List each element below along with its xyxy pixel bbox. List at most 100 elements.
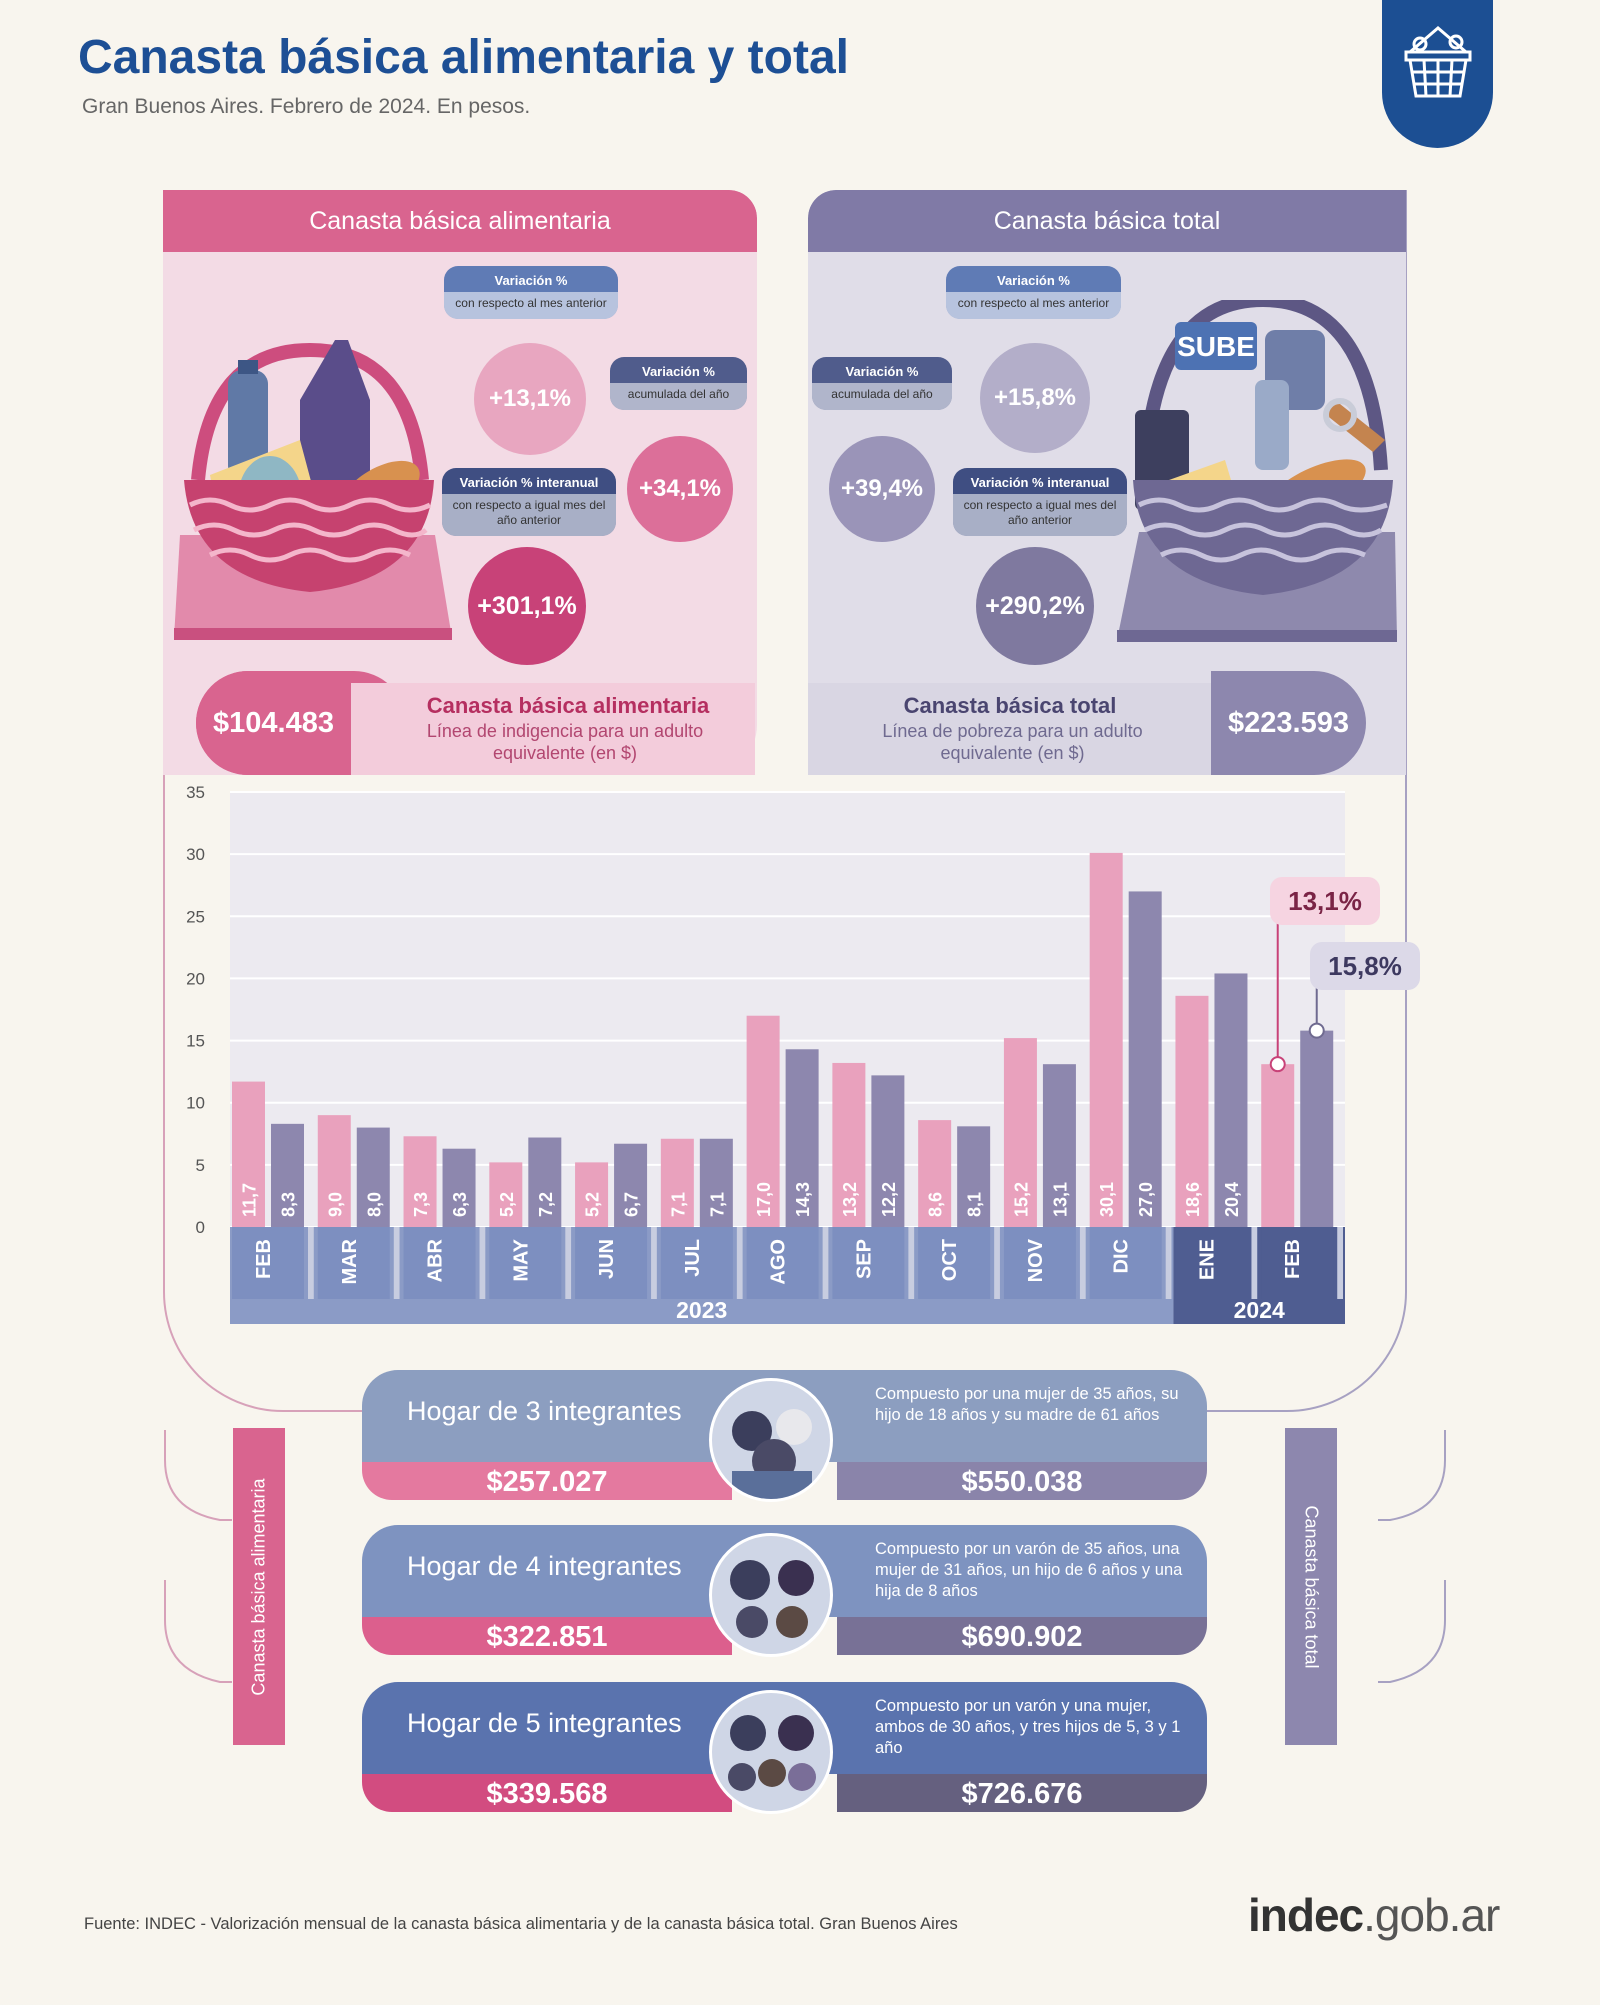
data-label: 14,3 [793, 1182, 813, 1217]
bar-sep-s1 [832, 1062, 866, 1227]
chart-bars: 11,7 8,3 9,0 8,0 7,3 6,3 5,2 7,2 5,2 6,7 7,1 7,1 17,… [232, 852, 1334, 1227]
cbt-valor: $223.593 [1211, 671, 1366, 775]
data-label: 13,2 [840, 1182, 860, 1217]
month-gap [651, 1227, 657, 1299]
cbt-var-inter: +290,2% [976, 547, 1094, 665]
cba-var-inter: +301,1% [468, 547, 586, 665]
month-band [832, 1227, 905, 1299]
site-name: indec [1248, 1889, 1364, 1941]
month-gap [1337, 1227, 1343, 1299]
cba-var-inter-tag: Variación % interanual con respecto a ig… [442, 468, 616, 536]
cba-basket-illustration [174, 340, 452, 640]
bar-jul-s2 [699, 1138, 733, 1227]
family-5-avatar [709, 1690, 833, 1814]
family-3-avatar [709, 1378, 833, 1502]
cbt-var-inter-t1: Variación % interanual [970, 475, 1110, 490]
bar-dic-s2 [1128, 891, 1162, 1227]
month-band [575, 1227, 648, 1299]
hogar-5-cba: $339.568 [362, 1774, 732, 1812]
cbt-var-mensual-t1: Variación % [997, 273, 1070, 288]
hogar-3-desc: Compuesto por una mujer de 35 años, su h… [875, 1385, 1179, 1424]
month-gap [736, 1227, 743, 1299]
bar-feb-s1 [1261, 1064, 1295, 1227]
cba-var-mensual-tag: Variación % con respecto al mes anterior [444, 266, 618, 319]
bar-nov-s2 [1042, 1064, 1076, 1227]
bar-oct-s2 [957, 1126, 991, 1227]
x-tick-label: FEB [1282, 1239, 1304, 1279]
bar-may-s2 [528, 1137, 562, 1227]
hogar-4-desc: Compuesto por un varón de 35 años, una m… [875, 1540, 1183, 1600]
data-label: 8,6 [926, 1192, 946, 1217]
month-band [403, 1227, 476, 1299]
side-brackets [164, 1430, 1446, 1683]
side-label-cbt: Canasta básica total [1285, 1428, 1337, 1745]
cba-caption-sub: Línea de indigencia para un adulto equiv… [426, 721, 704, 763]
hogar-3-cba: $257.027 [362, 1462, 732, 1500]
cba-var-inter-t1: Variación % interanual [459, 475, 599, 490]
footer-source: Fuente: INDEC - Valorización mensual de … [84, 1915, 958, 1933]
y-tick-label: 5 [196, 1156, 205, 1175]
cba-caption-bg [350, 683, 755, 775]
data-label: 6,3 [450, 1192, 470, 1217]
chart-y-ticks: 0 5 10 15 20 25 30 35 [186, 783, 205, 1237]
month-gap [1079, 1227, 1086, 1299]
month-band [660, 1227, 733, 1299]
cbt-var-mensual-t2: con respecto al mes anterior [946, 292, 1121, 319]
cbt-var-inter-tag: Variación % interanual con respecto a ig… [953, 468, 1127, 536]
x-tick-label: SEP [853, 1239, 875, 1279]
month-band [232, 1227, 304, 1299]
cbt-var-mensual: +15,8% [980, 343, 1090, 453]
month-band [1089, 1227, 1162, 1299]
cba-var-acum-tag: Variación % acumulada del año [610, 357, 747, 410]
month-gap [994, 1227, 1000, 1299]
callout-box [1310, 942, 1420, 990]
data-label: 5,2 [583, 1192, 603, 1217]
cba-var-mensual-t2: con respecto al mes anterior [444, 292, 618, 319]
bar-oct-s1 [918, 1120, 952, 1227]
cbt-heading: Canasta básica total [808, 190, 1406, 252]
data-label: 8,1 [965, 1192, 985, 1217]
month-band [746, 1227, 819, 1299]
hogar-4: Hogar de 4 integrantes Compuesto por un … [362, 1525, 1207, 1657]
cba-var-inter-t2: con respecto a igual mes del año anterio… [442, 494, 616, 536]
cbt-basket-illustration: SUBE [1117, 300, 1397, 642]
y-tick-label: 20 [186, 969, 205, 988]
month-gap [393, 1227, 400, 1299]
x-tick-label: ABR [425, 1238, 447, 1282]
month-gap [908, 1227, 915, 1299]
family-4-avatar [709, 1533, 833, 1657]
data-label: 8,3 [279, 1192, 299, 1217]
month-band [489, 1227, 562, 1299]
bar-jul-s1 [660, 1138, 694, 1227]
y-tick-label: 30 [186, 845, 205, 864]
cbt-var-acum-tag: Variación % acumulada del año [812, 357, 952, 410]
callout-label: 13,1% [1288, 886, 1362, 916]
month-band [1261, 1227, 1334, 1299]
bar-ene-s2 [1214, 973, 1248, 1227]
bar-jun-s2 [614, 1143, 648, 1227]
x-tick-label: DIC [1111, 1239, 1133, 1273]
x-tick-label: AGO [768, 1239, 790, 1285]
bar-nov-s1 [1003, 1038, 1037, 1227]
data-label: 17,0 [754, 1182, 774, 1217]
x-tick-label: ENE [1196, 1239, 1218, 1280]
cbt-var-inter-t2: con respecto a igual mes del año anterio… [953, 494, 1127, 536]
y-tick-label: 10 [186, 1094, 205, 1113]
cba-var-acum: +34,1% [627, 436, 733, 542]
month-gap [822, 1227, 829, 1299]
month-band [317, 1227, 390, 1299]
hogar-5-cbt: $726.676 [837, 1774, 1207, 1812]
data-label: 12,2 [879, 1182, 899, 1217]
data-label: 7,2 [536, 1192, 556, 1217]
hogar-5-desc: Compuesto por un varón y una mujer, ambo… [875, 1697, 1181, 1757]
month-band [1003, 1227, 1076, 1299]
chart-x-axis: 2023 2024 FEB MAR ABR MAY JUN JUL AGO SEP OCT NOV DI… [230, 1227, 1345, 1324]
bar-abr-s1 [403, 1136, 437, 1227]
data-label: 20,4 [1222, 1182, 1242, 1217]
indec-site-logo[interactable]: indec.gob.ar [1248, 1888, 1500, 1942]
bar-abr-s2 [442, 1148, 476, 1227]
x-tick-label: MAY [510, 1238, 532, 1281]
month-band [918, 1227, 991, 1299]
callout-dot [1308, 1022, 1325, 1039]
x-tick-label: JUL [682, 1239, 704, 1277]
